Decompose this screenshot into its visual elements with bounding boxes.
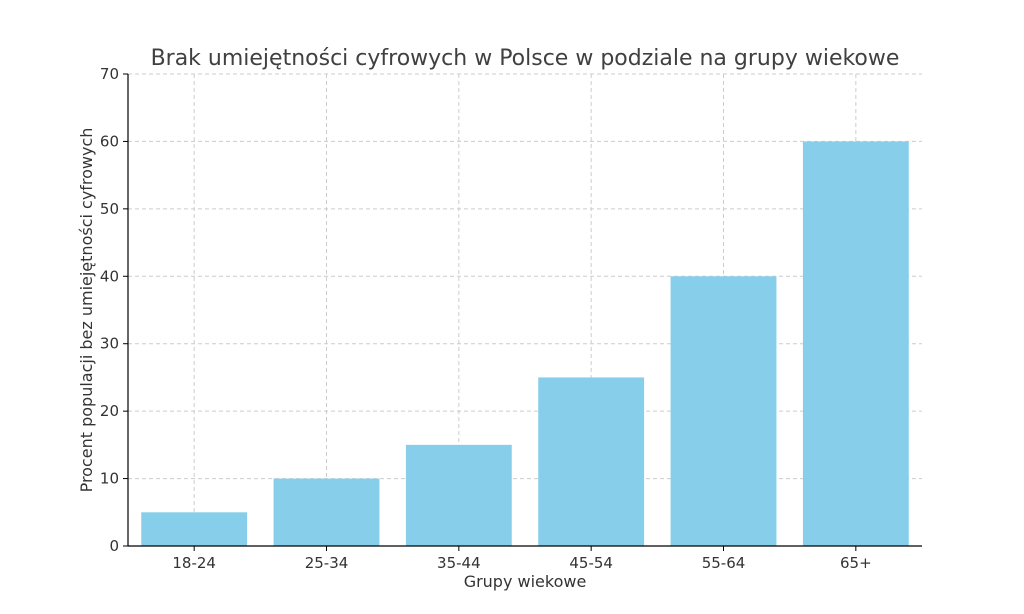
- y-tick-label: 0: [109, 537, 119, 555]
- y-tick-label: 10: [100, 470, 119, 488]
- bar-65+: [802, 141, 909, 546]
- bar-18-24: [141, 512, 248, 546]
- x-tick-label: 65+: [840, 554, 872, 572]
- bar-55-64: [670, 276, 777, 546]
- bar-35-44: [405, 444, 512, 546]
- y-tick-label: 60: [100, 132, 119, 150]
- x-tick-label: 25-34: [305, 554, 349, 572]
- y-tick-label: 20: [100, 402, 119, 420]
- x-tick-label: 18-24: [172, 554, 216, 572]
- bar-25-34: [273, 478, 380, 546]
- y-tick-label: 30: [100, 335, 119, 353]
- bar-45-54: [538, 377, 645, 546]
- bars: [141, 141, 909, 546]
- y-tick-label: 40: [100, 267, 119, 285]
- y-axis-label: Procent populacji bez umiejętności cyfro…: [77, 128, 96, 493]
- x-tick-label: 45-54: [569, 554, 613, 572]
- x-axis-label: Grupy wiekowe: [464, 572, 587, 591]
- y-tick-label: 50: [100, 200, 119, 218]
- y-ticks: 0 10 20 30 40 50 60 70: [100, 65, 128, 555]
- x-tick-label: 55-64: [702, 554, 746, 572]
- y-tick-label: 70: [100, 65, 119, 83]
- x-tick-label: 35-44: [437, 554, 481, 572]
- chart-title: Brak umiejętności cyfrowych w Polsce w p…: [151, 46, 900, 71]
- axes: [127, 74, 922, 547]
- x-ticks: 18-24 25-34 35-44 45-54 55-64 65+: [172, 546, 872, 572]
